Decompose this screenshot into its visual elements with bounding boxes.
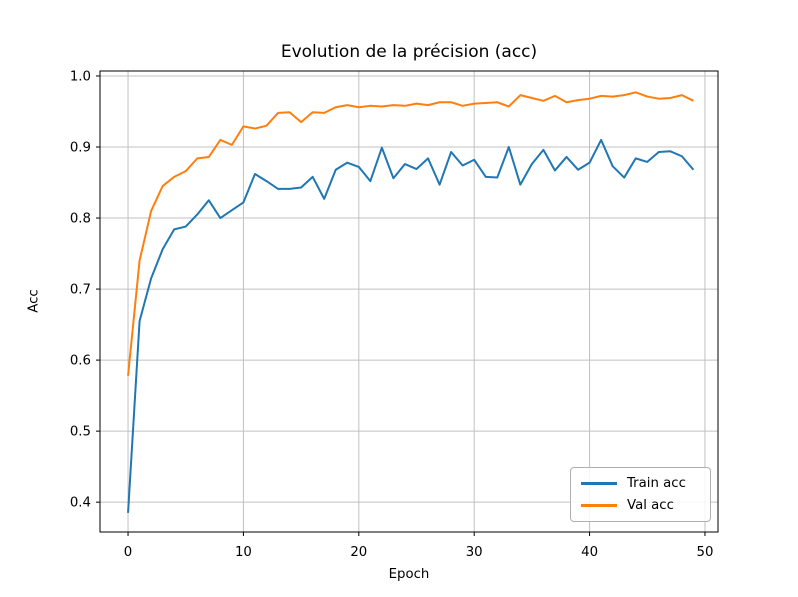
y-tick-label: 0.4 [70,496,91,511]
legend: Train acc Val acc [570,467,711,522]
y-tick-label: 0.6 [70,354,91,369]
x-tick-label: 0 [124,545,132,560]
axes-spines [99,70,719,533]
x-tick-label: 50 [697,545,714,560]
x-tick-label: 30 [466,545,483,560]
x-axis-label: Epoch [388,567,430,582]
x-tick-label: 10 [235,545,252,560]
y-tick-label: 1.0 [70,69,91,84]
legend-label-train-acc: Train acc [627,475,686,491]
legend-item-train-acc: Train acc [581,475,700,491]
y-axis-label: Acc [26,289,42,313]
legend-swatch-val-acc [581,504,617,508]
y-tick-label: 0.9 [70,141,91,156]
val-acc-line [127,91,694,376]
legend-label-val-acc: Val acc [627,497,674,513]
y-tick-label: 0.5 [70,425,91,440]
chart-title: Evolution de la précision (acc) [280,42,538,62]
x-tick-label: 20 [350,545,367,560]
x-tick-label: 40 [581,545,598,560]
legend-item-val-acc: Val acc [581,499,700,512]
y-tick-label: 0.8 [70,212,91,227]
y-tick-label: 0.7 [70,283,91,298]
legend-swatch-train-acc [581,481,617,485]
train-acc-line [127,138,695,513]
